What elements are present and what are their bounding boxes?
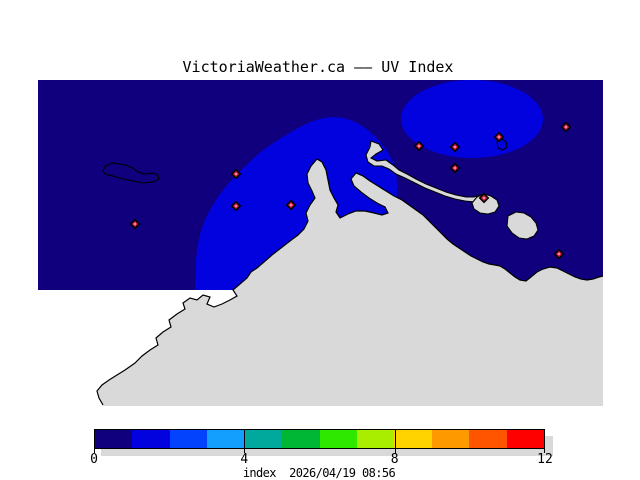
station-marker (129, 218, 141, 230)
colorbar-tick-mark (394, 449, 396, 453)
station-marker-layer (129, 121, 572, 260)
colorbar-tick-mark (244, 449, 246, 453)
colorbar-segment (469, 430, 507, 448)
colorbar-tick-label: 12 (537, 452, 553, 467)
station-marker (230, 168, 242, 180)
colorbar-caption: index 2026/04/19 08:56 (242, 466, 396, 480)
station-marker (560, 121, 572, 133)
colorbar-segment (282, 430, 320, 448)
colorbar-tick-label: 0 (90, 452, 98, 467)
station-marker (449, 141, 461, 153)
contour-outline-west (102, 162, 160, 184)
colorbar (94, 429, 545, 449)
page-title: VictoriaWeather.ca —— UV Index (182, 58, 454, 76)
colorbar-tick-label: 4 (240, 452, 249, 467)
island-west (471, 193, 500, 215)
colorbar-segment (169, 430, 208, 448)
coastline (96, 158, 604, 406)
station-marker (478, 192, 490, 204)
colorbar-tick-mark (544, 449, 545, 453)
colorbar-segment (132, 430, 170, 448)
station-marker (413, 140, 425, 152)
station-marker (285, 199, 297, 211)
station-marker (493, 131, 505, 143)
uv-field-mid-ellipse (401, 80, 543, 158)
colorbar-tick-line (244, 429, 246, 449)
colorbar-segment (244, 430, 283, 448)
colorbar-segment (506, 430, 545, 448)
colorbar-segment (95, 430, 133, 448)
colorbar-segment (431, 430, 470, 448)
colorbar-segment (319, 430, 357, 448)
island-east (506, 211, 539, 240)
colorbar-tick-label: 8 (390, 452, 399, 467)
station-marker (553, 248, 565, 260)
colorbar-tick-line (394, 429, 396, 449)
station-marker (230, 200, 242, 212)
colorbar-segment (207, 430, 245, 448)
station-marker (449, 162, 461, 174)
colorbar-tick-mark (94, 449, 95, 453)
colorbar-segment (356, 430, 395, 448)
landmass (97, 159, 603, 406)
colorbar-segment (394, 430, 432, 448)
